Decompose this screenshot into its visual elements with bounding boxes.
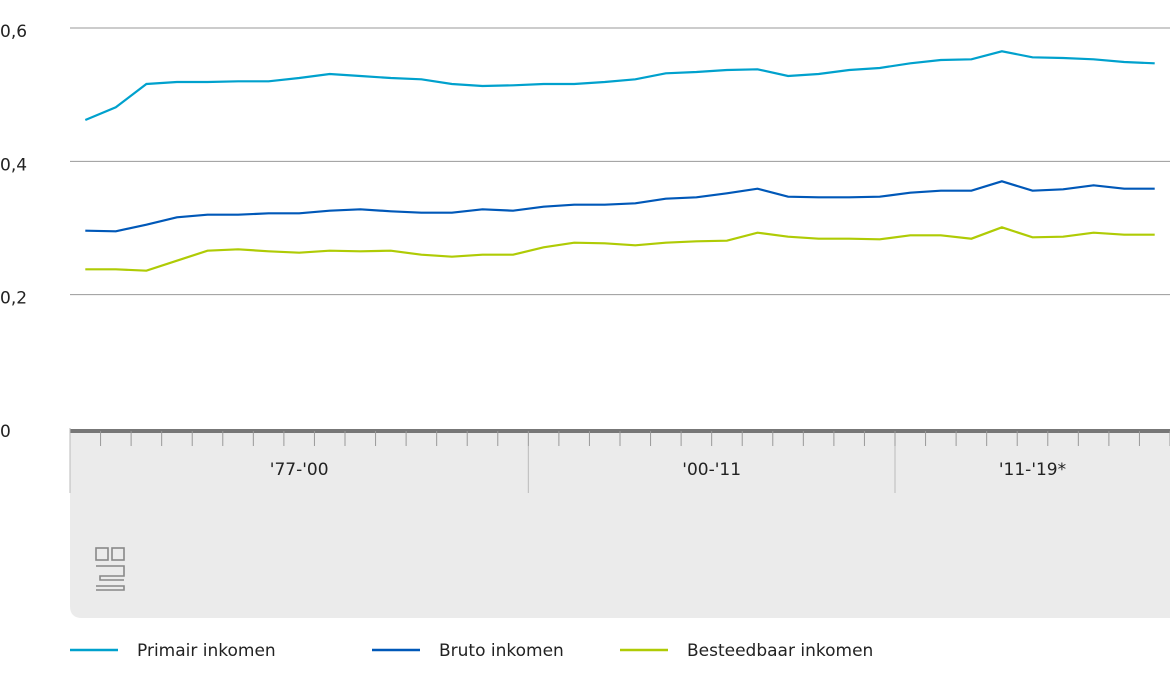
legend-label: Bruto inkomen bbox=[439, 641, 564, 661]
x-group-label: '77-'00 bbox=[270, 460, 329, 480]
series-line bbox=[85, 226, 1155, 272]
legend-label: Besteedbaar inkomen bbox=[687, 641, 873, 661]
legend-label: Primair inkomen bbox=[137, 641, 276, 661]
x-axis-panel bbox=[70, 430, 1170, 618]
y-tick-label: 0,4 bbox=[0, 155, 27, 175]
cbs-logo bbox=[95, 547, 125, 591]
y-tick-label: 0,2 bbox=[0, 289, 27, 309]
y-tick-label: 0 bbox=[0, 422, 11, 442]
series-line bbox=[84, 50, 1155, 122]
x-group-label: '11-'19* bbox=[999, 460, 1066, 480]
x-group-label: '00-'11 bbox=[682, 460, 741, 480]
series-line bbox=[85, 180, 1155, 233]
y-tick-label: 0,6 bbox=[0, 22, 27, 42]
